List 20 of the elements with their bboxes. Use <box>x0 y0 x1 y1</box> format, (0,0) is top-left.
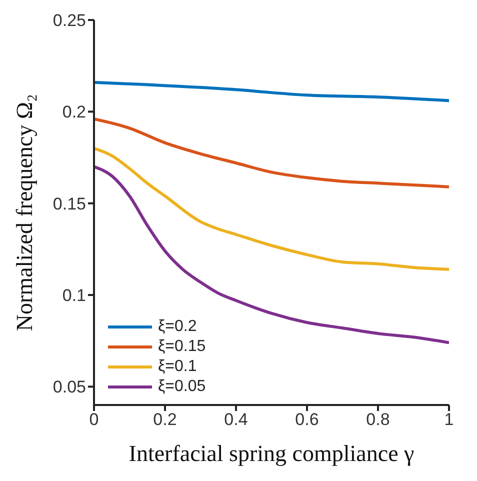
legend-label: ξ=0.05 <box>158 378 206 396</box>
y-tick-label: 0.15 <box>52 194 86 214</box>
legend-label: ξ=0.1 <box>158 358 197 376</box>
x-axis-title: Interfacial spring compliance γ <box>128 441 414 466</box>
y-tick-label: 0.25 <box>52 11 86 30</box>
x-tick-label: 0.4 <box>224 410 248 430</box>
y-axis-title: Normalized frequency Ω₂ <box>12 94 38 332</box>
y-tick-label: 0.1 <box>62 286 86 306</box>
legend-label: ξ=0.15 <box>158 338 206 356</box>
x-tick-label: 1 <box>444 410 454 430</box>
x-tick-label: 0 <box>89 410 99 430</box>
line-series <box>94 146 449 271</box>
x-tick-label: 0.2 <box>153 410 177 430</box>
x-tick-label: 0.8 <box>366 410 390 430</box>
y-tick-label: 0.2 <box>62 102 86 122</box>
line-series <box>94 118 449 188</box>
legend-label: ξ=0.2 <box>158 318 197 336</box>
y-tick-label: 0.05 <box>52 378 86 397</box>
line-series <box>94 80 449 102</box>
x-tick-label: 0.6 <box>295 410 319 430</box>
